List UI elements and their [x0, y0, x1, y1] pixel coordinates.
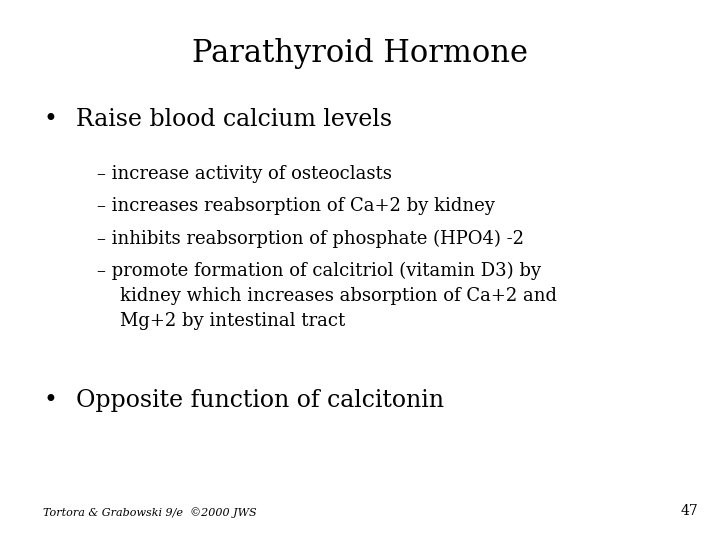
Text: •: • [43, 389, 57, 412]
Text: •: • [43, 108, 57, 131]
Text: – inhibits reabsorption of phosphate (HPO4) -2: – inhibits reabsorption of phosphate (HP… [97, 230, 524, 248]
Text: – increase activity of osteoclasts: – increase activity of osteoclasts [97, 165, 392, 183]
Text: Opposite function of calcitonin: Opposite function of calcitonin [76, 389, 444, 412]
Text: – promote formation of calcitriol (vitamin D3) by
    kidney which increases abs: – promote formation of calcitriol (vitam… [97, 262, 557, 330]
Text: – increases reabsorption of Ca+2 by kidney: – increases reabsorption of Ca+2 by kidn… [97, 197, 495, 215]
Text: 47: 47 [680, 504, 698, 518]
Text: Tortora & Grabowski 9/e  ©2000 JWS: Tortora & Grabowski 9/e ©2000 JWS [43, 508, 257, 518]
Text: Parathyroid Hormone: Parathyroid Hormone [192, 38, 528, 69]
Text: Raise blood calcium levels: Raise blood calcium levels [76, 108, 392, 131]
